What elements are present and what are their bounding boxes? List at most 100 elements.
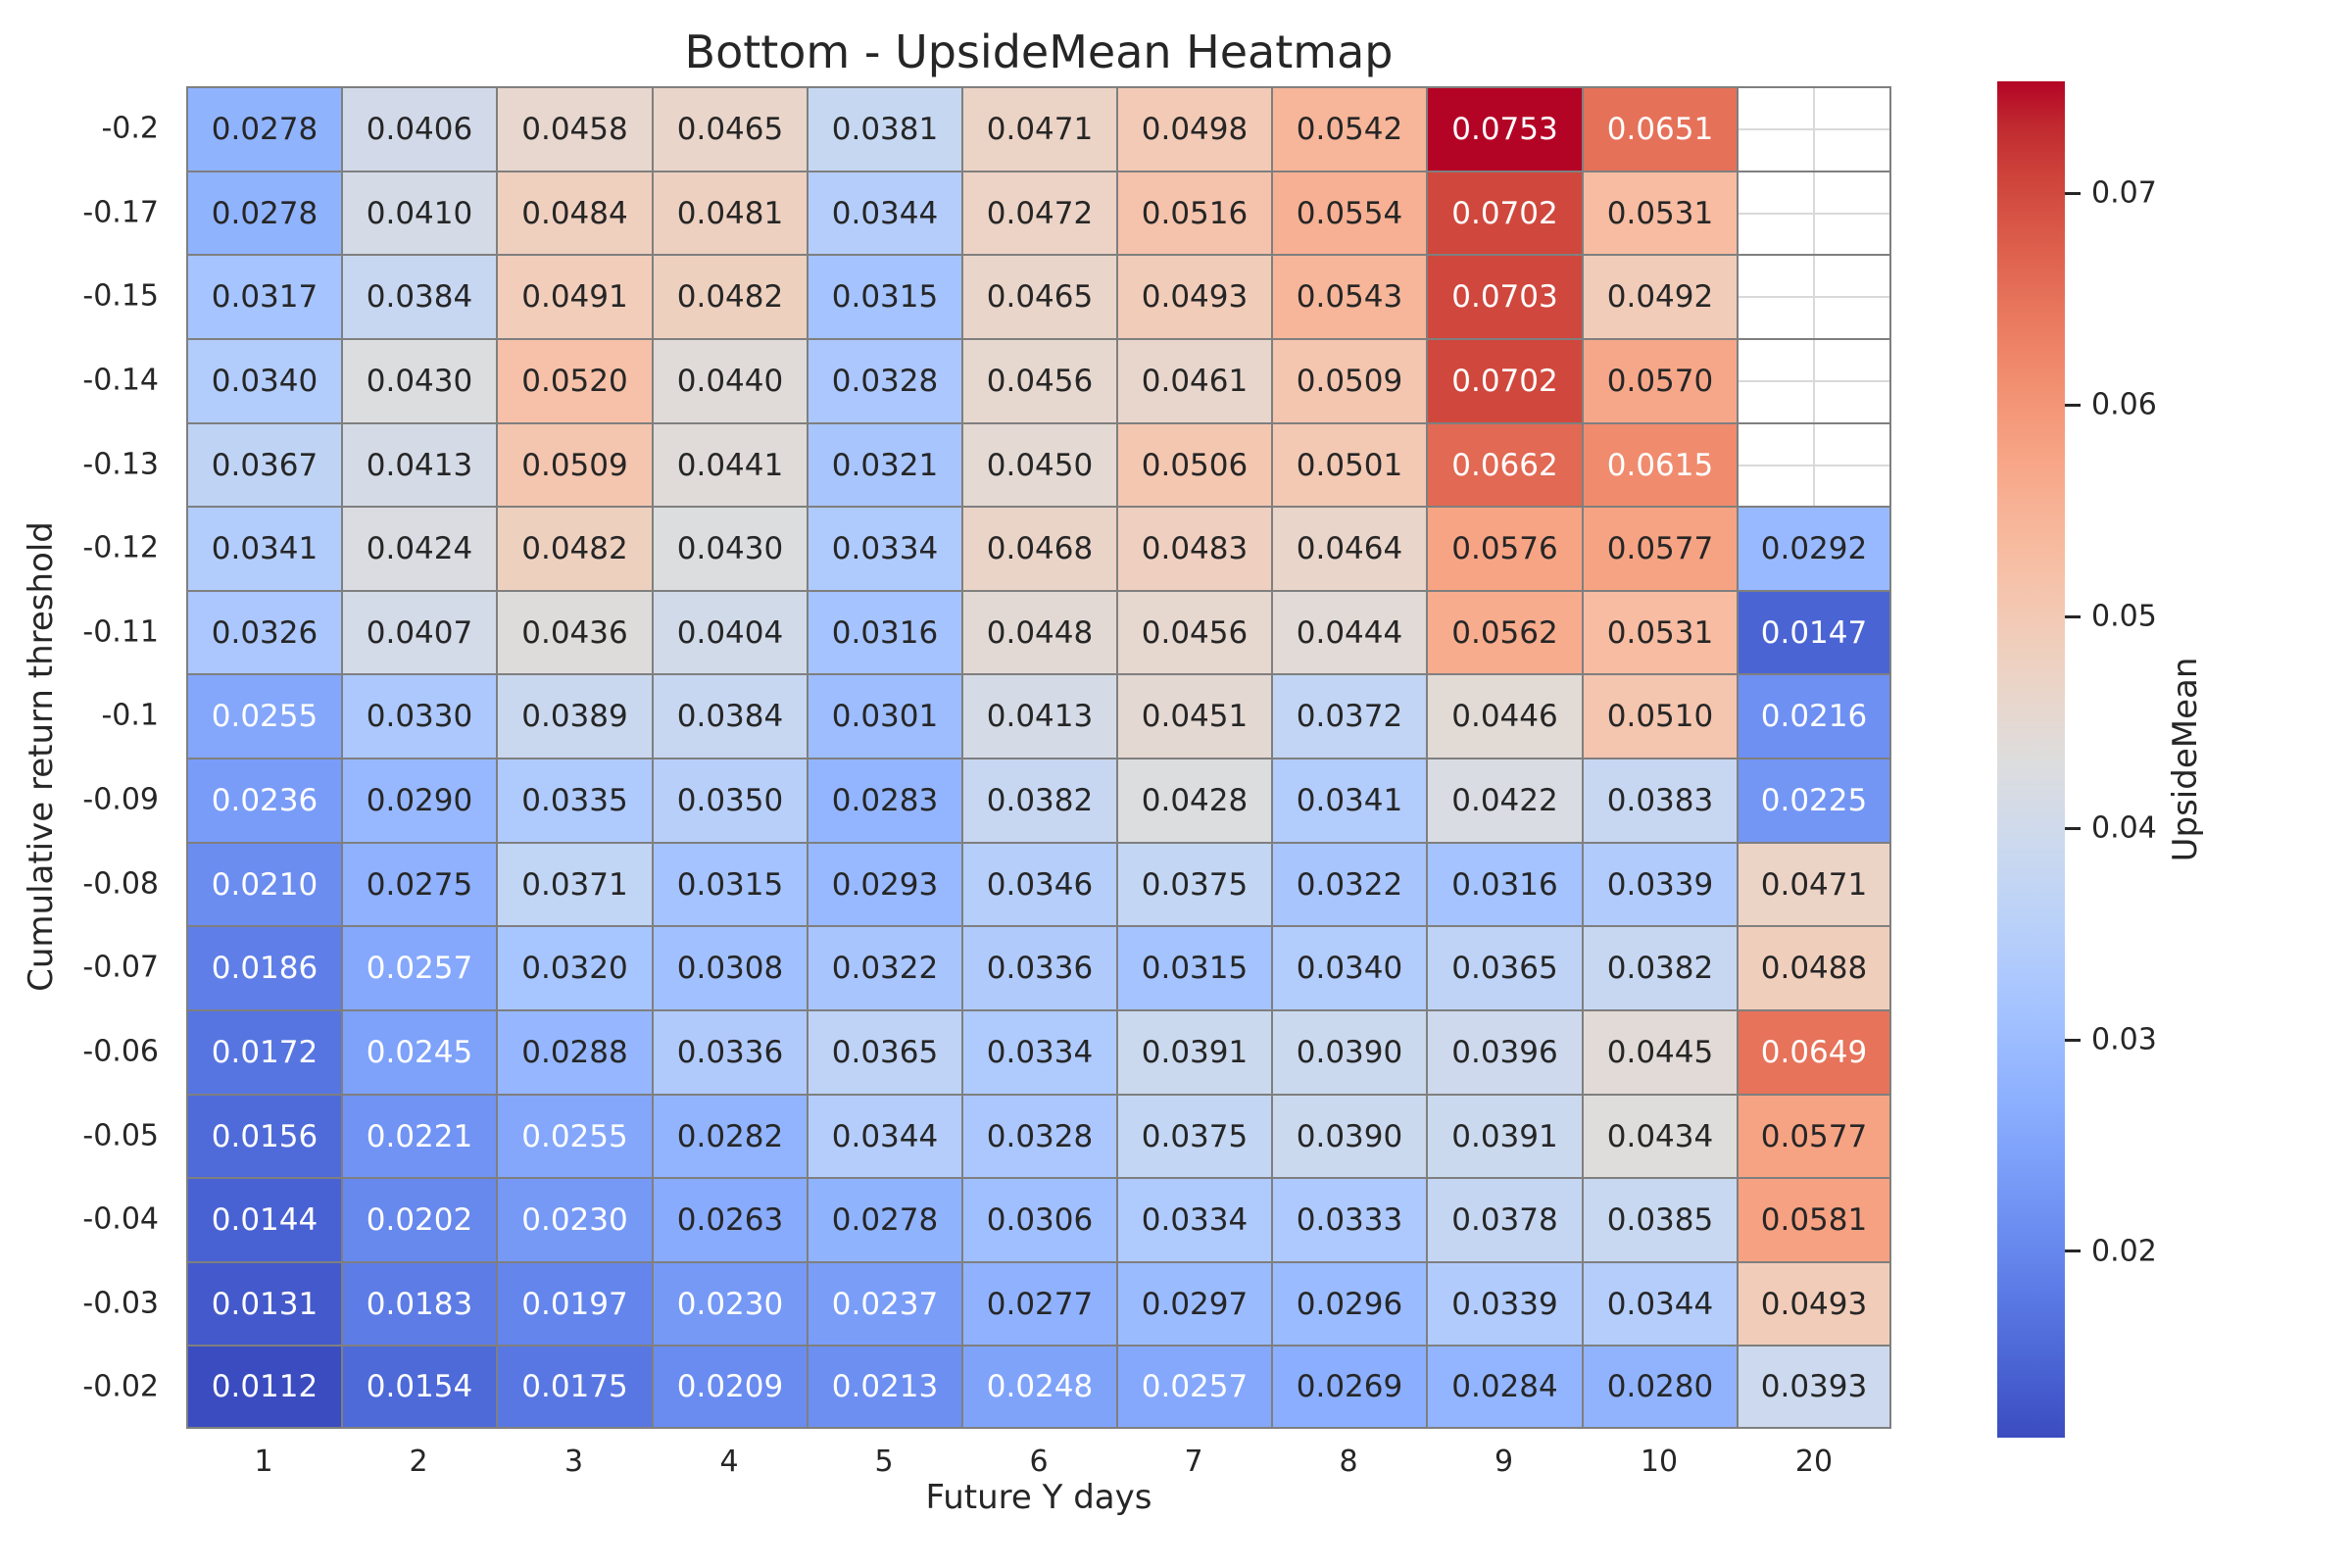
heatmap-cell: 0.0381: [807, 86, 961, 171]
heatmap-cell: 0.0344: [807, 171, 961, 254]
cell-value: 0.0315: [831, 279, 939, 315]
cell-value: 0.0450: [986, 447, 1094, 483]
cell-value: 0.0385: [1606, 1202, 1714, 1238]
colorbar-tick-label: 0.04: [2091, 810, 2157, 846]
cell-value: 0.0317: [211, 279, 318, 315]
heatmap-cell: 0.0406: [341, 86, 496, 171]
heatmap-cell: 0.0346: [961, 842, 1116, 925]
heatmap-cell: 0.0315: [1116, 925, 1271, 1009]
heatmap-cell: 0.0509: [1271, 338, 1426, 422]
cell-value: 0.0554: [1296, 195, 1403, 231]
heatmap-cell: 0.0156: [186, 1094, 341, 1177]
heatmap-cell: 0.0278: [807, 1177, 961, 1261]
heatmap-cell: 0.0341: [186, 506, 341, 590]
heatmap-cell: 0.0562: [1426, 590, 1582, 673]
cell-value: 0.0333: [1296, 1202, 1403, 1238]
y-tick-label: -0.17: [82, 195, 159, 229]
cell-value: 0.0471: [1760, 866, 1868, 903]
heatmap-cell: 0.0263: [652, 1177, 807, 1261]
cell-value: 0.0175: [521, 1369, 628, 1404]
cell-value: 0.0464: [1296, 531, 1403, 566]
heatmap-cell: 0.0341: [1271, 758, 1426, 842]
cell-value: 0.0451: [1141, 699, 1249, 734]
heatmap-cell: 0.0662: [1426, 422, 1582, 506]
heatmap-cell: 0.0221: [341, 1094, 496, 1177]
x-tick-label: 3: [564, 1445, 584, 1479]
y-axis-label: Cumulative return threshold: [22, 521, 61, 992]
cell-value: 0.0651: [1606, 112, 1714, 147]
heatmap-cell: 0.0197: [496, 1261, 652, 1345]
heatmap-cell: 0.0245: [341, 1009, 496, 1094]
cell-value: 0.0269: [1296, 1369, 1403, 1404]
x-tick-label: 20: [1794, 1445, 1834, 1479]
heatmap-cell: 0.0570: [1582, 338, 1737, 422]
empty-cell-gridline-v: [1813, 340, 1815, 422]
heatmap-cell: 0.0543: [1271, 254, 1426, 338]
y-tick-label: -0.09: [82, 782, 159, 817]
colorbar-tick-mark: [2065, 191, 2081, 195]
cell-value: 0.0441: [676, 447, 784, 483]
colorbar-tick-label: 0.07: [2091, 175, 2157, 211]
cell-value: 0.0445: [1606, 1035, 1714, 1070]
heatmap-cell: 0.0482: [652, 254, 807, 338]
heatmap-cell-empty: [1737, 254, 1891, 338]
cell-value: 0.0237: [831, 1286, 939, 1322]
cell-value: 0.0328: [831, 364, 939, 399]
heatmap-cell: 0.0340: [1271, 925, 1426, 1009]
cell-value: 0.0434: [1606, 1118, 1714, 1154]
x-tick-label: 6: [1029, 1445, 1049, 1479]
cell-value: 0.0581: [1760, 1202, 1868, 1238]
cell-value: 0.0322: [1296, 866, 1403, 903]
cell-value: 0.0306: [986, 1202, 1094, 1238]
heatmap-cell: 0.0365: [1426, 925, 1582, 1009]
heatmap-cell-empty: [1737, 338, 1891, 422]
heatmap-cell: 0.0483: [1116, 506, 1271, 590]
heatmap-cell: 0.0282: [652, 1094, 807, 1177]
cell-value: 0.0577: [1760, 1118, 1868, 1154]
cell-value: 0.0172: [211, 1035, 318, 1070]
cell-value: 0.0210: [211, 866, 318, 903]
cell-value: 0.0501: [1296, 447, 1403, 483]
heatmap-cell: 0.0456: [1116, 590, 1271, 673]
heatmap-cell: 0.0296: [1271, 1261, 1426, 1345]
cell-value: 0.0156: [211, 1118, 318, 1154]
heatmap-cell: 0.0410: [341, 171, 496, 254]
cell-value: 0.0570: [1606, 364, 1714, 399]
heatmap-cell: 0.0481: [652, 171, 807, 254]
cell-value: 0.0322: [831, 951, 939, 986]
heatmap-cell: 0.0615: [1582, 422, 1737, 506]
heatmap-cell: 0.0484: [496, 171, 652, 254]
colorbar-tick-label: 0.02: [2091, 1234, 2157, 1269]
cell-value: 0.0336: [986, 951, 1094, 986]
heatmap-cell: 0.0493: [1116, 254, 1271, 338]
x-tick-label: 2: [409, 1445, 428, 1479]
heatmap-cell: 0.0404: [652, 590, 807, 673]
heatmap-cell: 0.0288: [496, 1009, 652, 1094]
cell-value: 0.0186: [211, 951, 318, 986]
heatmap-cell: 0.0396: [1426, 1009, 1582, 1094]
cell-value: 0.0410: [366, 195, 473, 231]
heatmap-cell: 0.0464: [1271, 506, 1426, 590]
heatmap-cell: 0.0430: [341, 338, 496, 422]
heatmap-cell: 0.0520: [496, 338, 652, 422]
cell-value: 0.0465: [676, 112, 784, 147]
heatmap-cell: 0.0577: [1582, 506, 1737, 590]
heatmap-cell: 0.0385: [1582, 1177, 1737, 1261]
heatmap-cell: 0.0531: [1582, 171, 1737, 254]
cell-value: 0.0344: [831, 195, 939, 231]
heatmap-cell: 0.0542: [1271, 86, 1426, 171]
heatmap-cell: 0.0144: [186, 1177, 341, 1261]
cell-value: 0.0372: [1296, 699, 1403, 734]
heatmap-cell: 0.0384: [652, 673, 807, 758]
cell-value: 0.0225: [1760, 783, 1868, 818]
heatmap-cell: 0.0257: [1116, 1345, 1271, 1429]
cell-value: 0.0236: [211, 783, 318, 818]
cell-value: 0.0282: [676, 1118, 784, 1154]
heatmap-cell: 0.0436: [496, 590, 652, 673]
heatmap-cell: 0.0317: [186, 254, 341, 338]
cell-value: 0.0509: [521, 447, 628, 483]
cell-value: 0.0492: [1606, 279, 1714, 315]
cell-value: 0.0315: [1141, 951, 1249, 986]
cell-value: 0.0430: [366, 364, 473, 399]
heatmap-cell: 0.0531: [1582, 590, 1737, 673]
